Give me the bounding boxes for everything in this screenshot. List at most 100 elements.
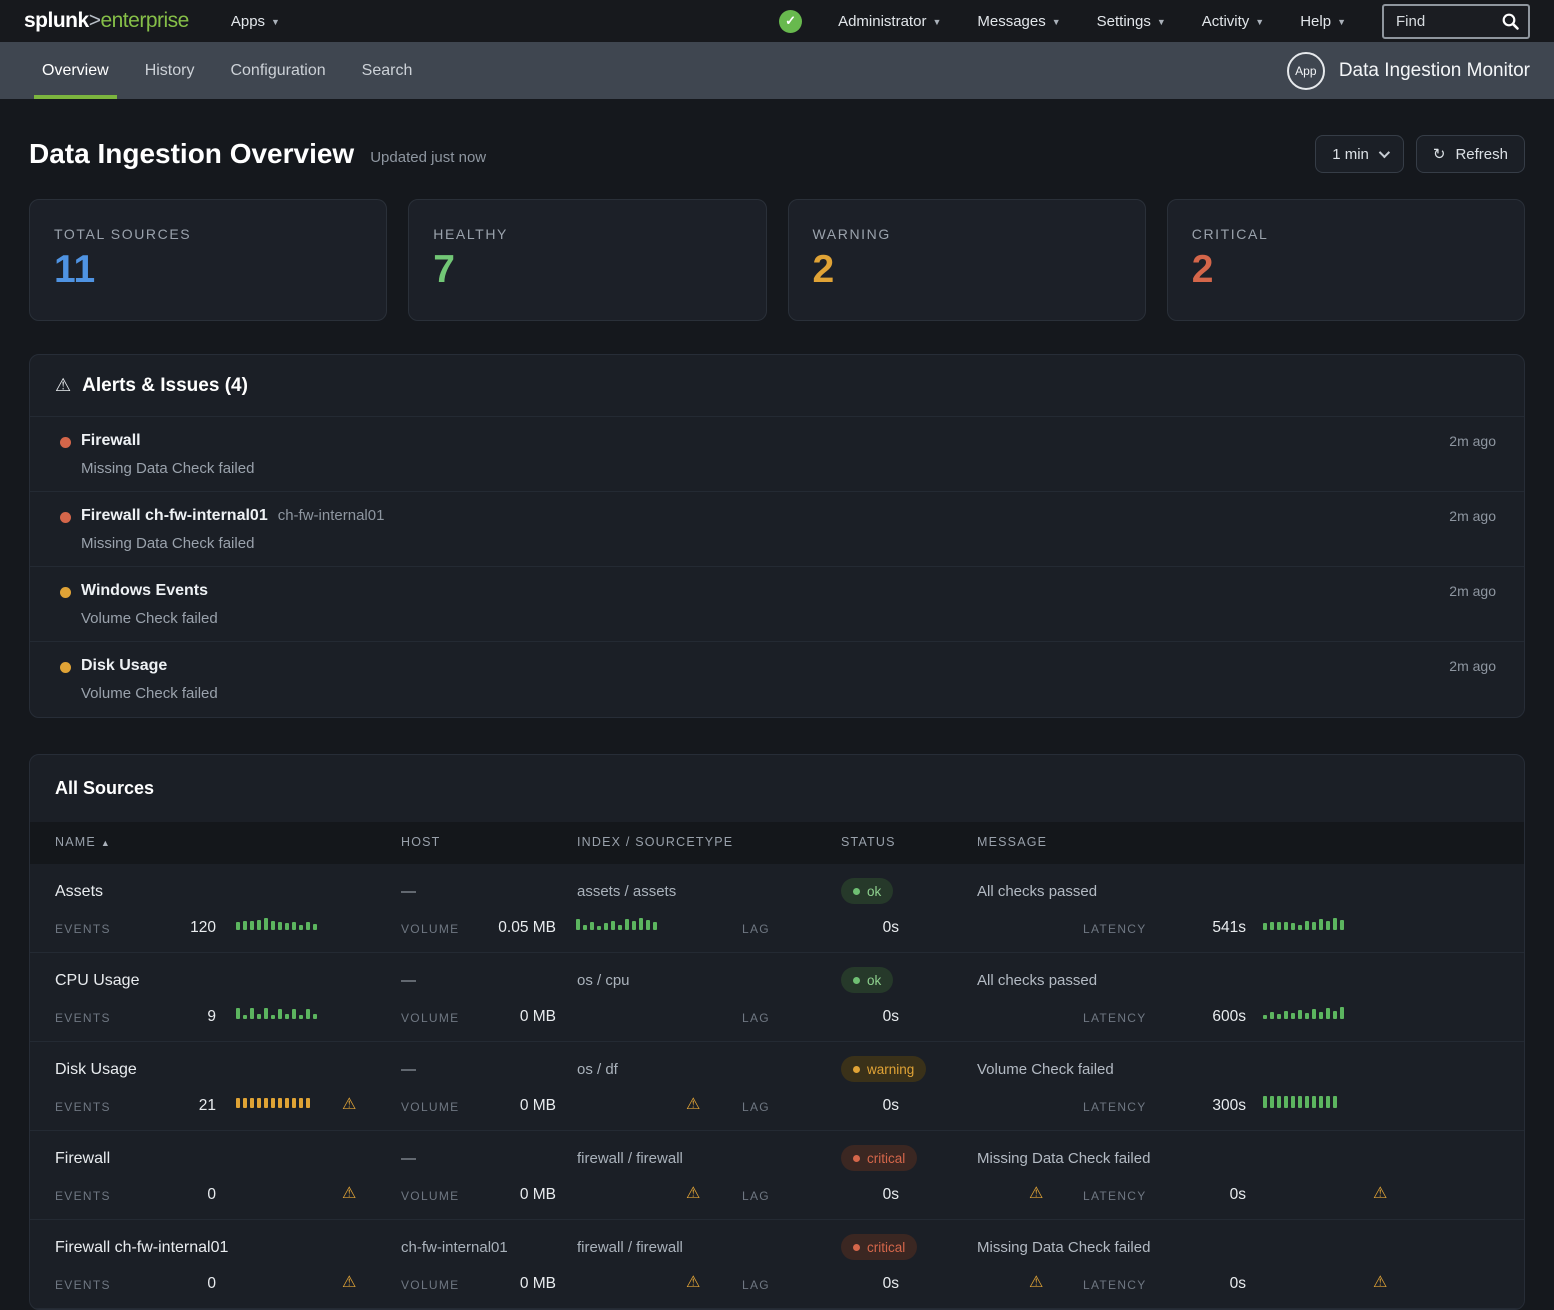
refresh-button[interactable]: ↻ Refresh [1415,135,1525,173]
alert-time: 2m ago [1449,433,1496,449]
metric-label: VOLUME [401,1011,460,1025]
chevron-down-icon: ▼ [271,17,280,27]
metric-label: EVENTS [55,1100,111,1114]
menu-help[interactable]: Help ▼ [1300,13,1346,30]
warning-icon: ⚠ [342,1185,357,1202]
menu-settings[interactable]: Settings ▼ [1097,13,1166,30]
source-index-sourcetype: assets / assets [577,883,677,900]
tab-overview[interactable]: Overview [24,42,127,99]
stat-card-healthy: HEALTHY 7 [408,199,767,321]
source-host: — [401,1150,416,1167]
metric-value: 120 [190,919,216,936]
metric-value: 0s [1229,1186,1246,1203]
alert-row[interactable]: Firewall ch-fw-internal01 ch-fw-internal0… [30,492,1524,567]
source-message: Missing Data Check failed [977,1150,1151,1167]
app-badge-icon: App [1286,51,1325,90]
status-dot-icon [853,1154,860,1162]
menu-administrator[interactable]: Administrator ▼ [838,13,941,30]
metric-value: 541s [1212,919,1246,936]
alert-name: Firewall ch-fw-internal01 ch-fw-internal0… [81,507,385,524]
metric-value: 0 [207,1186,216,1203]
sources-panel-title: All Sources [55,778,155,798]
alert-row[interactable]: Firewall Missing Data Check failed 2m ago [30,417,1524,492]
alert-message: Volume Check failed [81,610,218,627]
alert-row[interactable]: Disk Usage Volume Check failed 2m ago [30,642,1524,717]
status-badge-pill: critical [841,1234,918,1260]
menu-messages[interactable]: Messages ▼ [977,13,1060,30]
find-input[interactable] [1396,12,1501,30]
metric-value: 0s [882,1186,899,1203]
interval-select[interactable]: 1 min [1315,135,1404,173]
sparkline [1263,1005,1344,1019]
search-icon[interactable] [1501,12,1520,31]
stat-card-value: 7 [433,248,455,291]
source-name: Assets [55,883,104,900]
top-nav-right: ✓ Administrator ▼ Messages ▼ Settings ▼ Activi… [779,3,1530,39]
warning-icon: ⚠ [686,1274,701,1291]
column-header-index[interactable]: INDEX / SOURCETYPE [577,835,734,849]
source-message: All checks passed [977,883,1098,900]
menu-label: Settings [1096,12,1151,30]
apps-menu[interactable]: Apps ▼ [231,13,280,30]
column-header-host[interactable]: HOST [401,835,441,849]
tab-history[interactable]: History [144,61,195,79]
column-header-message[interactable]: MESSAGE [977,835,1048,849]
metric-label: EVENTS [55,922,111,936]
page-title: Data Ingestion Overview [29,138,355,169]
column-header-status[interactable]: STATUS [841,835,896,849]
metric-value: 21 [198,1097,216,1114]
menu-label: Messages [977,12,1046,30]
metric-label: LATENCY [1083,1011,1147,1025]
metric-value: 0 MB [519,1275,556,1292]
alerts-panel-header: ⚠ Alerts & Issues (4) [30,355,1524,417]
health-check-icon[interactable]: ✓ [779,9,803,33]
table-row[interactable]: CPU Usage — os / cpu ok All checks passed EVE… [30,953,1524,1042]
menu-activity[interactable]: Activity ▼ [1202,13,1264,30]
interval-value: 1 min [1332,145,1369,163]
alert-time: 2m ago [1449,508,1496,524]
stat-card-label: TOTAL SOURCES [54,226,192,242]
table-row[interactable]: Disk Usage — os / df warning Volume Check fa… [30,1042,1524,1131]
table-row[interactable]: Firewall — firewall / firewall critical Miss… [30,1131,1524,1220]
stat-card-value: 11 [54,248,96,291]
metric-value: 0 MB [519,1097,556,1114]
metric-label: VOLUME [401,1278,460,1292]
alert-time: 2m ago [1449,658,1496,674]
menu-label: Administrator [838,12,927,30]
find-box[interactable] [1382,3,1530,39]
app-bar: Overview History Configuration Search App D… [0,42,1554,99]
menu-label: Activity [1201,12,1250,30]
source-host: — [401,883,416,900]
top-nav-menus: Administrator ▼ Messages ▼ Settings ▼ Activity… [838,13,1346,30]
column-header-name[interactable]: NAME ▲ [55,835,112,849]
metric-label: LAG [742,1100,770,1114]
tab-search[interactable]: Search [361,61,413,79]
table-row[interactable]: Firewall ch-fw-internal01 ch-fw-internal0… [30,1220,1524,1309]
table-row[interactable]: Assets — assets / assets ok All checks passe… [30,864,1524,953]
status-badge-pill: ok [841,967,894,993]
warning-icon: ⚠ [1029,1185,1044,1202]
chevron-down-icon [1378,146,1390,159]
stat-card-critical: CRITICAL 2 [1166,199,1525,321]
alert-row[interactable]: Windows Events Volume Check failed 2m ago [30,567,1524,642]
metric-value: 0 MB [519,1186,556,1203]
source-index-sourcetype: firewall / firewall [577,1239,683,1256]
sources-panel: All Sources NAME ▲ HOST INDEX / SOURCETYP… [29,754,1525,1310]
tab-configuration[interactable]: Configuration [230,61,326,79]
refresh-icon: ↻ [1432,146,1446,163]
page-header: Data Ingestion Overview Updated just now… [0,99,1554,199]
source-index-sourcetype: os / cpu [577,972,630,989]
metric-label: EVENTS [55,1189,111,1203]
chevron-down-icon: ▼ [1255,17,1265,27]
source-index-sourcetype: os / df [577,1061,618,1078]
source-message: Missing Data Check failed [977,1239,1151,1256]
sparkline [576,916,657,930]
metric-label: LAG [742,922,770,936]
chevron-down-icon: ▼ [1156,17,1166,27]
alerts-panel: ⚠ Alerts & Issues (4) Firewall Missing Da… [29,354,1525,718]
source-name: Firewall ch-fw-internal01 [55,1239,229,1256]
stat-card-label: CRITICAL [1191,226,1269,242]
status-badge-label: ok [867,883,882,899]
metric-value: 0s [882,1275,899,1292]
alert-message: Missing Data Check failed [81,535,255,552]
